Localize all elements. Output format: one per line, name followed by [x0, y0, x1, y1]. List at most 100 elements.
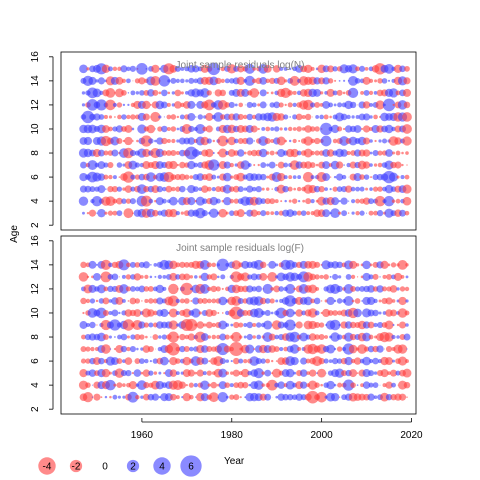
bubble: [380, 260, 389, 269]
bubble: [203, 99, 215, 111]
bubble: [97, 161, 106, 169]
bubble: [237, 297, 244, 304]
bubble: [270, 287, 275, 291]
bubble: [252, 323, 257, 327]
bubble: [267, 264, 269, 266]
bubble: [146, 124, 156, 134]
bubble: [327, 65, 335, 73]
bubble: [215, 198, 221, 204]
bubble: [175, 358, 181, 364]
legend: -4 -2 0 2 4 6: [38, 455, 202, 477]
bubble: [237, 149, 245, 157]
bubble: [259, 89, 267, 97]
bubble: [330, 208, 340, 219]
bubble: [211, 174, 217, 180]
bubble: [322, 77, 330, 85]
bubble: [330, 392, 340, 402]
bubble: [116, 358, 123, 364]
bubble: [259, 261, 267, 269]
bubble: [89, 186, 96, 193]
bubble: [253, 308, 264, 318]
bubble: [264, 298, 271, 304]
bubble: [81, 110, 95, 124]
bubble: [318, 357, 325, 365]
bubble: [270, 91, 274, 95]
bubble: [339, 136, 349, 146]
bubble: [194, 371, 198, 375]
bubble: [381, 78, 388, 84]
bubble: [353, 308, 362, 318]
bubble: [373, 371, 378, 375]
bubble: [206, 346, 213, 353]
bubble: [308, 284, 318, 294]
bubble: [300, 210, 307, 216]
bubble: [166, 114, 172, 120]
bubble: [207, 62, 221, 76]
bubble: [372, 273, 379, 280]
bubble: [103, 162, 109, 168]
bubble: [163, 171, 175, 183]
bubble: [182, 393, 191, 402]
bubble: [162, 286, 167, 291]
bubble: [117, 334, 122, 340]
bubble: [140, 135, 153, 147]
bubble: [142, 345, 151, 353]
bubble: [88, 76, 97, 85]
bubble: [398, 393, 407, 401]
bubble: [332, 186, 338, 192]
bubble: [132, 80, 134, 82]
bubble: [154, 348, 156, 350]
bubble: [363, 346, 370, 352]
bubble: [237, 113, 244, 120]
bubble: [369, 263, 373, 267]
bubble: [328, 359, 333, 363]
bubble: [145, 335, 148, 339]
bubble: [376, 321, 384, 329]
bubble: [128, 160, 138, 170]
bubble: [80, 297, 87, 305]
bubble: [140, 275, 144, 279]
bubble: [137, 124, 147, 134]
bubble: [107, 162, 114, 169]
bubble: [93, 272, 101, 281]
bubble: [175, 298, 180, 304]
bubble: [129, 149, 136, 157]
bubble: [170, 114, 177, 120]
bubble: [322, 308, 331, 318]
bubble: [269, 150, 275, 156]
bubble: [319, 122, 333, 136]
bubble: [243, 151, 247, 155]
bubble: [175, 211, 180, 216]
bubble: [238, 322, 244, 328]
bubble: [283, 346, 289, 352]
bubble: [239, 396, 242, 399]
bubble: [343, 164, 345, 166]
bubble: [354, 78, 361, 84]
bubble: [147, 89, 155, 97]
bubbles-log-n: [78, 62, 412, 219]
bubble: [232, 369, 240, 377]
bubble: [296, 126, 302, 132]
bubble: [343, 276, 345, 278]
bubble: [330, 283, 341, 294]
bubble: [80, 261, 87, 269]
bubble: [174, 173, 181, 181]
bubble: [139, 90, 145, 96]
bubble: [243, 358, 248, 364]
bubble: [269, 102, 275, 108]
bubble: [176, 139, 180, 143]
bubble: [350, 286, 356, 292]
bubble: [219, 89, 227, 97]
bubble: [131, 127, 135, 131]
bubble: [336, 285, 343, 293]
bubble: [142, 100, 151, 110]
bubble: [289, 344, 300, 354]
bubble: [314, 321, 321, 329]
bubble: [156, 137, 164, 145]
bubble: [333, 175, 337, 179]
bubble: [103, 114, 108, 119]
bubble: [349, 369, 358, 378]
bubble: [255, 285, 262, 293]
bubble: [121, 299, 126, 303]
